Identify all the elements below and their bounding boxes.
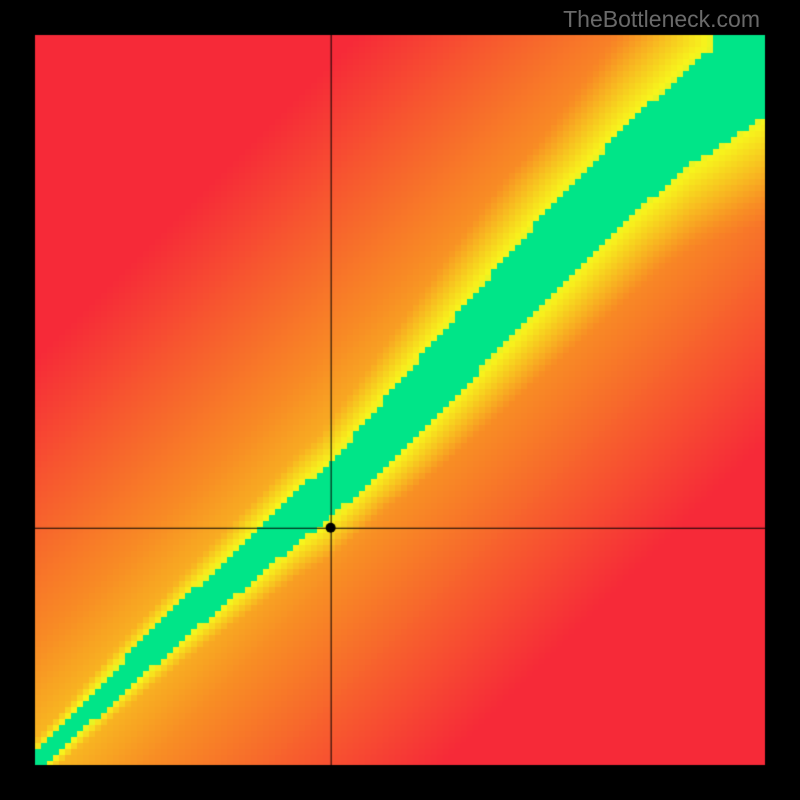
bottleneck-heatmap: TheBottleneck.com (0, 0, 800, 800)
watermark-text: TheBottleneck.com (563, 6, 760, 33)
heatmap-canvas (0, 0, 800, 800)
